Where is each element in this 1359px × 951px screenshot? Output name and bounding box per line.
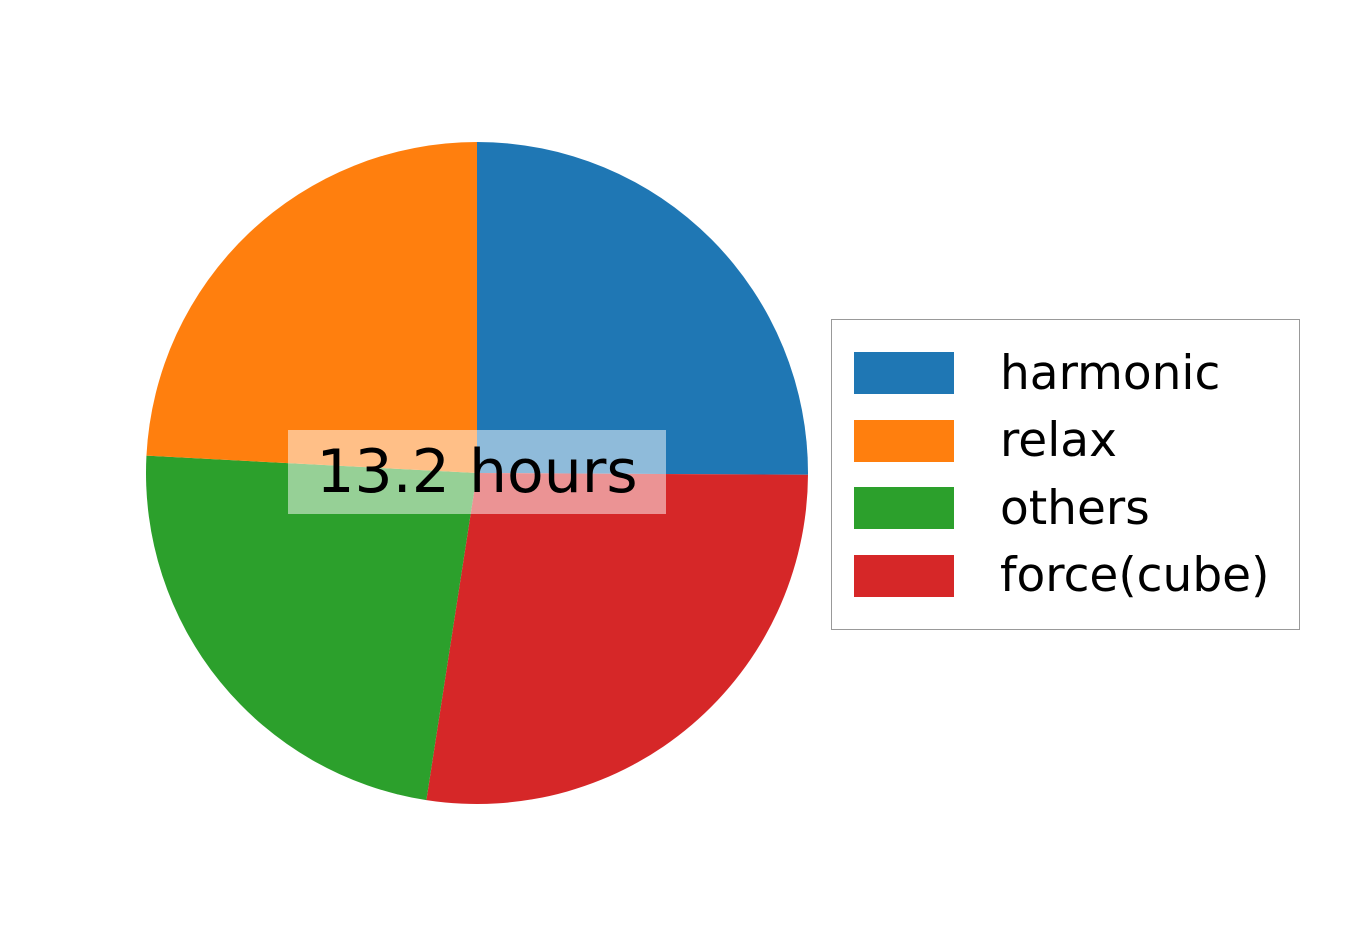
legend-item-relax[interactable]: relax xyxy=(854,410,1281,472)
legend-item-force-cube[interactable]: force(cube) xyxy=(854,545,1281,607)
legend-label-others: others xyxy=(1000,480,1150,536)
legend-swatch-harmonic xyxy=(854,352,954,394)
pie-slice-others[interactable] xyxy=(145,455,477,801)
legend-swatch-others xyxy=(854,487,954,530)
pie-slice-forcecube[interactable] xyxy=(426,473,808,804)
legend-label-harmonic: harmonic xyxy=(1000,345,1221,401)
legend-label-force-cube: force(cube) xyxy=(1000,548,1270,604)
pie-slice-group xyxy=(145,142,809,804)
legend-item-others[interactable]: others xyxy=(854,477,1281,539)
legend-item-harmonic[interactable]: harmonic xyxy=(854,342,1281,404)
legend-label-relax: relax xyxy=(1000,413,1117,469)
chart-legend: harmonic relax others force(cube) xyxy=(831,319,1300,630)
pie-slice-harmonic[interactable] xyxy=(477,142,809,475)
pie-chart xyxy=(145,142,809,804)
pie-svg xyxy=(145,142,809,804)
legend-swatch-force-cube xyxy=(854,554,954,597)
legend-swatch-relax xyxy=(854,419,954,462)
pie-slice-relax[interactable] xyxy=(146,142,477,473)
